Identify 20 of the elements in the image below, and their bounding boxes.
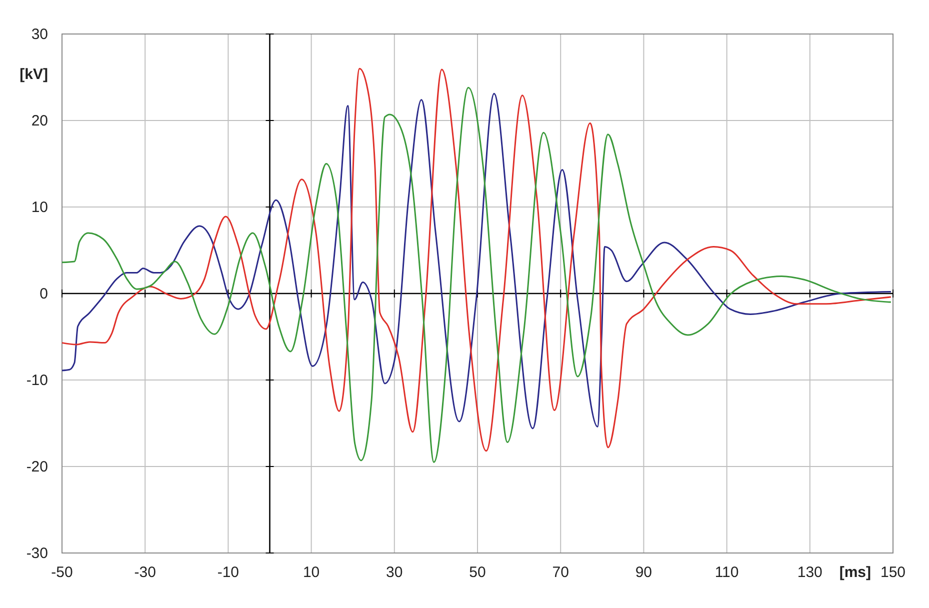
y-axis-title: [kV] bbox=[20, 66, 48, 83]
y-tick-label: 0 bbox=[40, 286, 48, 302]
x-tick-label: 50 bbox=[469, 564, 486, 581]
x-tick-label: 150 bbox=[880, 564, 906, 581]
x-tick-label: 10 bbox=[302, 564, 320, 581]
y-tick-label: 20 bbox=[31, 112, 48, 130]
x-tick-label: 70 bbox=[552, 564, 569, 581]
y-tick-label: -10 bbox=[26, 372, 48, 389]
y-tick-label: 10 bbox=[31, 199, 48, 216]
x-tick-label: -10 bbox=[217, 564, 240, 581]
y-tick-label: -30 bbox=[26, 545, 48, 562]
x-tick-label: 110 bbox=[714, 564, 739, 581]
x-axis-title: [ms] bbox=[839, 564, 872, 581]
x-tick-label: 130 bbox=[797, 564, 822, 581]
y-tick-label: 30 bbox=[31, 26, 48, 43]
y-tick-label: -20 bbox=[26, 458, 48, 476]
x-tick-label: 30 bbox=[386, 564, 403, 581]
x-tick-label: -50 bbox=[51, 564, 73, 581]
x-tick-label: 90 bbox=[635, 564, 652, 581]
x-tick-label: -30 bbox=[134, 564, 156, 581]
